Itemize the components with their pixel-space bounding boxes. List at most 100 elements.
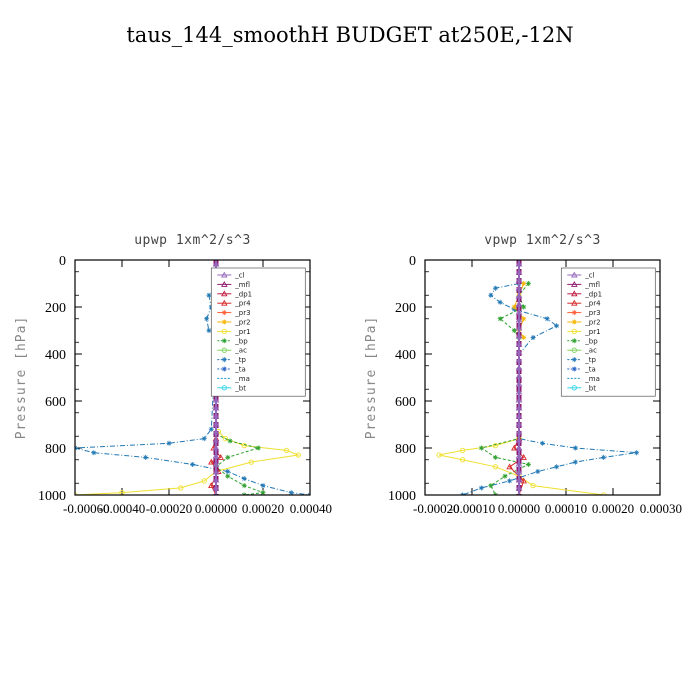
legend-marker — [571, 366, 577, 372]
x-tick-label: 0.00030 — [640, 501, 682, 516]
series-point-cl — [212, 468, 220, 475]
series-point-pr1 — [241, 442, 247, 449]
series-point-cl — [515, 396, 523, 403]
legend-marker — [221, 357, 227, 363]
series-point-bp — [525, 281, 531, 286]
legend-marker — [571, 319, 577, 325]
series-point-pr1 — [492, 464, 499, 470]
series-point-cl — [212, 460, 220, 467]
legend-marker — [221, 310, 227, 316]
legend-box — [210, 267, 306, 397]
series-point-cl — [515, 404, 523, 411]
series-point-bp — [525, 461, 531, 467]
series-point-bp — [521, 304, 527, 310]
series-point-cl — [515, 372, 523, 379]
y-tick-label: 400 — [45, 348, 66, 363]
y-tick-label: 400 — [395, 348, 416, 363]
series-point-pr1 — [459, 457, 466, 463]
legend-marker — [221, 299, 228, 306]
series-point-bp — [497, 316, 503, 322]
y-tick-label: 0 — [409, 254, 416, 269]
series-point-tp — [530, 335, 536, 341]
legend-label: _mfl — [584, 281, 600, 289]
series-point-cl — [212, 404, 220, 411]
x-tick-label: 0.00000 — [498, 501, 540, 516]
series-point-cl — [515, 388, 523, 395]
legend: _cl_mfl_dp1_pr4_pr3_pr2_pr1_bp_ac_tp_ta_… — [560, 267, 656, 397]
chart-panel-upwp: upwp 1xm^2/s^3 Pressure [hPa] 0 200 400 600 80… — [14, 233, 332, 516]
series-point-bp — [511, 328, 517, 333]
series-line-tp — [462, 283, 637, 495]
legend-label: _pr1 — [584, 328, 600, 336]
series-point-tp — [601, 454, 607, 460]
series-point-cl — [515, 260, 523, 267]
x-tick-label: -0.00020 — [413, 501, 460, 516]
legend-label: _pr3 — [584, 309, 600, 317]
series-point-cl — [515, 428, 523, 435]
series-point-bp — [225, 454, 231, 460]
series-point-tp — [288, 490, 294, 495]
legend-marker — [571, 310, 577, 316]
legend-label: _tp — [234, 356, 246, 364]
x-tick-label: -0.00020 — [146, 501, 193, 516]
series-point-tp — [572, 445, 578, 451]
series-point-cl — [212, 412, 220, 419]
series-point-bp — [255, 445, 261, 451]
x-tick-label: 0.00040 — [290, 501, 332, 516]
y-tick-label: 200 — [45, 301, 66, 316]
series-point-cl — [212, 420, 220, 427]
series-point-bp — [225, 473, 231, 479]
legend-label: _pr1 — [234, 328, 250, 336]
series-point-tp — [535, 469, 541, 474]
series-point-tp — [166, 440, 172, 446]
legend-label: _ac — [584, 347, 597, 355]
series-point-pr2 — [521, 316, 527, 322]
legend-marker — [571, 328, 577, 335]
series-point-bp — [502, 473, 508, 479]
legend-label: _ta — [584, 366, 596, 374]
legend-marker — [221, 338, 227, 344]
panel-title: upwp 1xm^2/s^3 — [134, 233, 251, 248]
series-point-pr1 — [492, 442, 499, 449]
legend-marker — [571, 280, 578, 287]
y-axis-label: Pressure [hPa] — [364, 316, 379, 440]
series-point-cl — [212, 260, 220, 267]
series-point-cl — [515, 348, 523, 355]
series-point-cl — [212, 452, 220, 459]
series-point-tp — [497, 299, 503, 305]
series-point-cl — [212, 444, 220, 451]
series-point-cl — [515, 356, 523, 363]
legend-label: _bp — [584, 337, 598, 345]
series-point-cl — [515, 340, 523, 347]
series-point-cl — [515, 460, 523, 467]
y-tick-label: 1000 — [388, 489, 416, 504]
legend-marker — [571, 299, 578, 306]
plot-area — [436, 260, 639, 495]
legend-label: _tp — [584, 356, 596, 364]
legend-label: _pr2 — [234, 319, 250, 327]
legend-label: _pr4 — [234, 300, 251, 308]
series-point-pr4 — [217, 453, 224, 460]
y-tick-label: 0 — [59, 254, 66, 269]
legend-label: _ma — [234, 375, 250, 383]
series-point-tp — [554, 323, 560, 329]
series-point-cl — [515, 300, 523, 307]
legend-marker — [221, 328, 227, 335]
legend-box — [560, 267, 656, 397]
series-line-pr4 — [210, 438, 222, 495]
x-tick-label: -0.00060 — [63, 501, 110, 516]
y-tick-label: 600 — [395, 395, 416, 410]
series-point-tp — [260, 483, 266, 489]
legend-marker — [571, 290, 578, 297]
series-point-pr2 — [521, 335, 527, 341]
series-point-cl — [515, 484, 523, 491]
series-point-tp — [143, 454, 148, 460]
series-point-pr2 — [511, 304, 517, 310]
series-point-tp — [204, 316, 210, 322]
series-point-tp — [488, 292, 494, 298]
series-point-pr1 — [459, 447, 466, 453]
legend-label: _cl — [584, 272, 594, 280]
series-point-cl — [515, 332, 523, 339]
y-tick-label: 800 — [395, 442, 416, 457]
series-point-tp — [201, 436, 207, 442]
